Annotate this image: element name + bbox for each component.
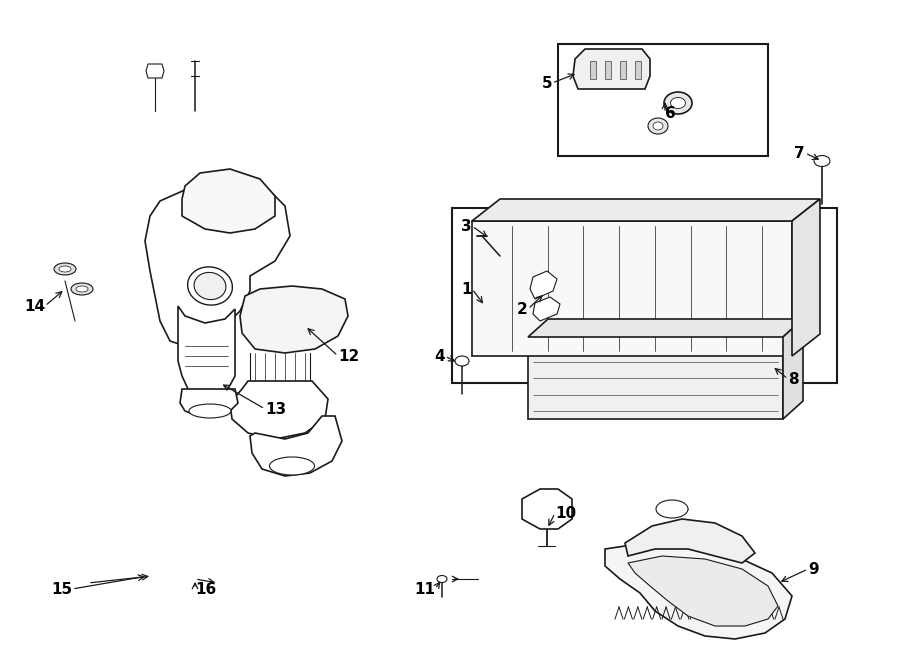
Text: 10: 10 <box>555 506 576 520</box>
Polygon shape <box>625 519 755 563</box>
Ellipse shape <box>814 155 830 167</box>
Ellipse shape <box>59 266 71 272</box>
Text: 7: 7 <box>795 145 805 161</box>
Ellipse shape <box>189 404 231 418</box>
Ellipse shape <box>71 283 93 295</box>
Text: 14: 14 <box>24 299 45 313</box>
Text: 8: 8 <box>788 371 798 387</box>
Polygon shape <box>533 297 560 321</box>
Text: 12: 12 <box>338 348 359 364</box>
Text: 11: 11 <box>414 582 435 596</box>
Ellipse shape <box>76 286 88 292</box>
Polygon shape <box>783 319 803 419</box>
Polygon shape <box>628 556 778 626</box>
Bar <box>590 61 596 79</box>
Ellipse shape <box>455 356 469 366</box>
Bar <box>452 208 837 383</box>
Ellipse shape <box>437 576 447 582</box>
Ellipse shape <box>269 457 314 475</box>
Text: 9: 9 <box>808 561 819 576</box>
Ellipse shape <box>54 263 76 275</box>
Ellipse shape <box>187 267 232 305</box>
Text: 15: 15 <box>51 582 72 596</box>
Ellipse shape <box>653 122 663 130</box>
Text: 3: 3 <box>462 219 472 233</box>
Polygon shape <box>240 286 348 353</box>
Text: 4: 4 <box>435 348 445 364</box>
Text: 2: 2 <box>518 301 528 317</box>
Polygon shape <box>573 49 650 89</box>
Ellipse shape <box>648 118 668 134</box>
Polygon shape <box>250 416 342 476</box>
Text: 1: 1 <box>462 282 472 297</box>
Polygon shape <box>792 199 820 356</box>
Ellipse shape <box>670 98 686 108</box>
Text: 6: 6 <box>665 106 676 120</box>
Ellipse shape <box>664 92 692 114</box>
Text: 5: 5 <box>542 75 552 91</box>
Text: 16: 16 <box>195 582 216 596</box>
Bar <box>620 61 626 79</box>
Polygon shape <box>605 543 792 639</box>
Bar <box>558 44 768 156</box>
Bar <box>635 61 641 79</box>
Polygon shape <box>146 64 164 78</box>
Polygon shape <box>145 176 290 346</box>
Polygon shape <box>472 199 820 221</box>
Polygon shape <box>180 389 238 416</box>
Polygon shape <box>530 271 557 299</box>
Polygon shape <box>522 489 572 529</box>
Ellipse shape <box>656 500 688 518</box>
Text: 13: 13 <box>265 401 286 416</box>
Polygon shape <box>230 381 328 439</box>
Bar <box>605 61 611 79</box>
Polygon shape <box>528 319 803 337</box>
Bar <box>472 221 792 356</box>
Polygon shape <box>178 306 235 396</box>
Polygon shape <box>182 169 275 233</box>
Ellipse shape <box>194 272 226 299</box>
Bar <box>528 337 783 419</box>
